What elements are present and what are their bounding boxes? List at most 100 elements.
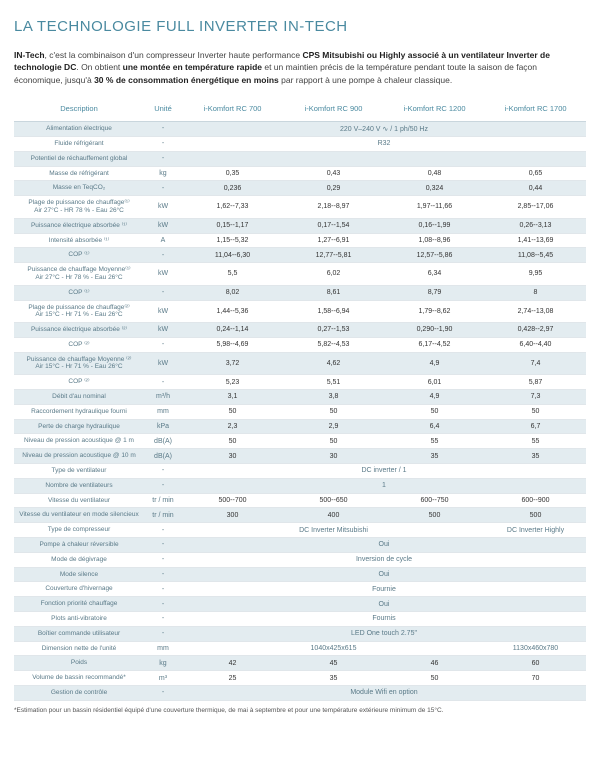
cell-unit: - [144, 136, 182, 151]
cell-value: 35 [283, 671, 384, 686]
table-row: Puissance de chauffage Moyenne ⁽²⁾Air 15… [14, 352, 586, 375]
cell-value: 8,61 [283, 285, 384, 300]
cell-value: 2,3 [182, 419, 283, 434]
table-row: Plage de puissance de chauffage⁽²⁾Air 15… [14, 300, 586, 323]
cell-description: Alimentation électrique [14, 121, 144, 136]
table-row: Puissance électrique absorbée ⁽²⁾kW0,24-… [14, 323, 586, 338]
cell-value: 2,85--17,06 [485, 196, 586, 219]
cell-unit: - [144, 567, 182, 582]
cell-span: 1 [182, 478, 586, 493]
cell-value: 12,57--5,86 [384, 248, 485, 263]
cell-value: 0,35 [182, 166, 283, 181]
table-row: Masse de réfrigérantkg0,350,430,480,65 [14, 166, 586, 181]
cell-unit: - [144, 285, 182, 300]
cell-value: 0,43 [283, 166, 384, 181]
cell-value: 0,324 [384, 181, 485, 196]
cell-span: DC inverter / 1 [182, 464, 586, 479]
cell-unit: - [144, 464, 182, 479]
table-row: COP ⁽¹⁾-11,04--6,3012,77--5,8112,57--5,8… [14, 248, 586, 263]
cell-unit: - [144, 337, 182, 352]
cell-value: 1,15--5,32 [182, 233, 283, 248]
cell-unit: - [144, 597, 182, 612]
cell-description: Masse de réfrigérant [14, 166, 144, 181]
table-row: COP ⁽²⁾-5,98--4,695,82--4,536,17--4,526,… [14, 337, 586, 352]
cell-description: Gestion de contrôle [14, 686, 144, 701]
table-row: Potentiel de réchauffement global- [14, 151, 586, 166]
cell-value: 50 [182, 404, 283, 419]
cell-span [182, 151, 586, 166]
cell-description: Intensité absorbée ⁽¹⁾ [14, 233, 144, 248]
intro-text: IN-Tech, c'est la combinaison d'un compr… [14, 49, 586, 86]
col-unit: Unité [144, 98, 182, 122]
table-row: COP ⁽¹⁾-8,028,618,798 [14, 285, 586, 300]
cell-unit: kW [144, 218, 182, 233]
cell-value: 400 [283, 508, 384, 523]
cell-unit: - [144, 121, 182, 136]
col-model-900: i-Komfort RC 900 [283, 98, 384, 122]
cell-value: 0,428--2,97 [485, 323, 586, 338]
table-header-row: Description Unité i-Komfort RC 700 i-Kom… [14, 98, 586, 122]
cell-unit: kW [144, 196, 182, 219]
table-row: Niveau de pression acoustique @ 10 mdB(A… [14, 449, 586, 464]
cell-unit: - [144, 478, 182, 493]
cell-value: 35 [485, 449, 586, 464]
cell-description: Niveau de pression acoustique @ 1 m [14, 434, 144, 449]
cell-value: 5,5 [182, 263, 283, 286]
cell-description: COP ⁽²⁾ [14, 375, 144, 390]
cell-value: 1,27--6,91 [283, 233, 384, 248]
cell-unit: kg [144, 656, 182, 671]
cell-value: 25 [182, 671, 283, 686]
cell-value: 55 [384, 434, 485, 449]
table-row: Type de compresseur-DC Inverter Mitsubis… [14, 523, 586, 538]
cell-description: Raccordement hydraulique fourni [14, 404, 144, 419]
cell-value: 600--900 [485, 493, 586, 508]
cell-value: DC Inverter Highly [485, 523, 586, 538]
cell-value: DC Inverter Mitsubishi [182, 523, 485, 538]
cell-span: Oui [182, 597, 586, 612]
table-row: Nombre de ventilateurs-1 [14, 478, 586, 493]
cell-value: 0,44 [485, 181, 586, 196]
cell-value: 8 [485, 285, 586, 300]
cell-value: 6,01 [384, 375, 485, 390]
cell-value: 9,95 [485, 263, 586, 286]
spec-table: Description Unité i-Komfort RC 700 i-Kom… [14, 98, 586, 701]
cell-unit: kW [144, 352, 182, 375]
cell-unit: tr / min [144, 493, 182, 508]
cell-value: 50 [384, 671, 485, 686]
cell-description: Vitesse du ventilateur [14, 493, 144, 508]
table-row: Raccordement hydraulique fournimm5050505… [14, 404, 586, 419]
cell-description: Type de compresseur [14, 523, 144, 538]
cell-value: 4,62 [283, 352, 384, 375]
cell-unit: - [144, 523, 182, 538]
cell-value: 0,236 [182, 181, 283, 196]
cell-description: Dimension nette de l'unité [14, 641, 144, 656]
cell-value: 70 [485, 671, 586, 686]
table-row: Plage de puissance de chauffage⁽¹⁾Air 27… [14, 196, 586, 219]
cell-value: 50 [182, 434, 283, 449]
cell-value: 0,290--1,90 [384, 323, 485, 338]
cell-value: 11,08--5,45 [485, 248, 586, 263]
cell-value: 0,48 [384, 166, 485, 181]
cell-value: 7,4 [485, 352, 586, 375]
cell-value: 5,23 [182, 375, 283, 390]
cell-description: Volume de bassin recommandé* [14, 671, 144, 686]
cell-description: Plage de puissance de chauffage⁽¹⁾Air 27… [14, 196, 144, 219]
cell-value: 5,87 [485, 375, 586, 390]
cell-value: 0,29 [283, 181, 384, 196]
cell-description: Débit d'au nominal [14, 390, 144, 405]
cell-value: 4,9 [384, 390, 485, 405]
cell-value: 1040x425x615 [182, 641, 485, 656]
cell-value: 4,9 [384, 352, 485, 375]
cell-description: Fonction priorité chauffage [14, 597, 144, 612]
cell-unit: kg [144, 166, 182, 181]
table-row: Fonction priorité chauffage-Oui [14, 597, 586, 612]
table-row: Mode silence-Oui [14, 567, 586, 582]
cell-value: 0,24--1,14 [182, 323, 283, 338]
cell-value: 5,82--4,53 [283, 337, 384, 352]
cell-value: 5,98--4,69 [182, 337, 283, 352]
cell-unit: - [144, 582, 182, 597]
cell-unit: kW [144, 263, 182, 286]
cell-span: 220 V–240 V ∿ / 1 ph/50 Hz [182, 121, 586, 136]
cell-unit: - [144, 375, 182, 390]
cell-value: 500 [485, 508, 586, 523]
